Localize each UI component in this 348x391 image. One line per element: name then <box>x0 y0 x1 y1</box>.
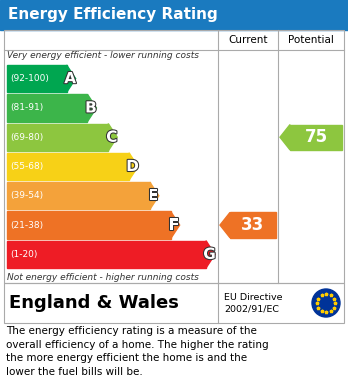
Bar <box>290 125 342 150</box>
Bar <box>0 0 348 30</box>
Circle shape <box>312 289 340 317</box>
Text: (92-100): (92-100) <box>10 74 49 83</box>
Polygon shape <box>150 182 159 210</box>
Text: Not energy efficient - higher running costs: Not energy efficient - higher running co… <box>7 273 199 282</box>
Text: B: B <box>85 100 97 115</box>
Polygon shape <box>220 212 230 238</box>
Bar <box>7 182 150 210</box>
Text: (1-20): (1-20) <box>10 250 37 259</box>
Polygon shape <box>108 124 117 151</box>
Text: D: D <box>126 159 139 174</box>
Bar <box>7 241 206 268</box>
Bar <box>230 212 276 238</box>
Polygon shape <box>129 153 138 180</box>
Text: 75: 75 <box>304 128 327 146</box>
Text: G: G <box>203 247 216 262</box>
Text: (39-54): (39-54) <box>10 191 43 200</box>
Text: E: E <box>148 188 159 203</box>
Text: Potential: Potential <box>288 35 334 45</box>
Bar <box>7 65 66 92</box>
Polygon shape <box>280 125 290 150</box>
Bar <box>4 30 344 283</box>
Text: England & Wales: England & Wales <box>9 294 179 312</box>
Bar <box>7 94 87 122</box>
Text: F: F <box>169 217 179 233</box>
Polygon shape <box>66 65 76 92</box>
Text: Current: Current <box>228 35 268 45</box>
Bar <box>7 212 171 239</box>
Text: EU Directive
2002/91/EC: EU Directive 2002/91/EC <box>224 292 283 314</box>
Bar <box>7 153 129 180</box>
Text: The energy efficiency rating is a measure of the
overall efficiency of a home. T: The energy efficiency rating is a measur… <box>6 326 269 377</box>
Text: Energy Efficiency Rating: Energy Efficiency Rating <box>8 7 218 23</box>
Polygon shape <box>87 94 96 122</box>
Text: (81-91): (81-91) <box>10 104 43 113</box>
Text: A: A <box>64 71 76 86</box>
Text: (69-80): (69-80) <box>10 133 43 142</box>
Text: (21-38): (21-38) <box>10 221 43 230</box>
Text: C: C <box>106 130 117 145</box>
Polygon shape <box>206 241 215 268</box>
Text: Very energy efficient - lower running costs: Very energy efficient - lower running co… <box>7 51 199 60</box>
Text: (55-68): (55-68) <box>10 162 43 171</box>
Bar <box>4 283 344 323</box>
Bar <box>7 124 108 151</box>
Polygon shape <box>171 212 180 239</box>
Text: 33: 33 <box>242 216 264 234</box>
